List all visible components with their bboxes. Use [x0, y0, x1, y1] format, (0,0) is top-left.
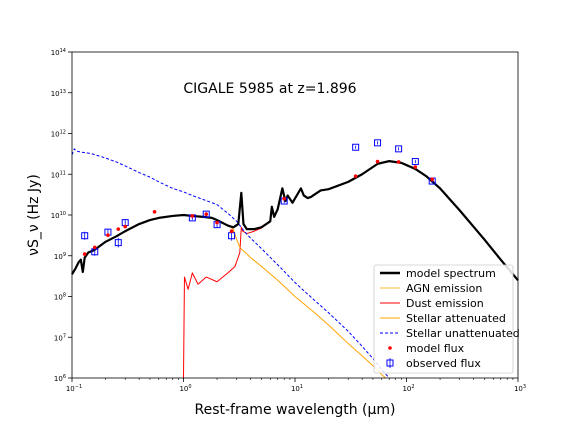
tick-label: 103: [514, 384, 526, 393]
legend-entry-model-spectrum: model spectrum: [380, 267, 496, 280]
model-flux-point: [190, 214, 195, 218]
observed-flux-point: [374, 139, 382, 147]
model-flux-point: [82, 252, 87, 256]
legend: model spectrum AGN emission Dust emission S…: [373, 264, 520, 374]
tick-label: 108: [54, 293, 66, 302]
ticks-layer: 10−1 100 101 102 103 106 107 108 109 1010 1011 1012…: [51, 48, 526, 393]
points-layer: [81, 139, 436, 256]
model-flux-point: [282, 196, 286, 201]
model-flux-point: [204, 212, 209, 216]
model-flux-point: [116, 227, 121, 231]
model-flux-point: [353, 174, 358, 178]
legend-label: model spectrum: [406, 267, 496, 280]
legend-label: observed flux: [406, 357, 481, 370]
observed-flux-point: [352, 143, 360, 151]
tick-label: 101: [291, 384, 303, 393]
legend-label: model flux: [406, 342, 465, 355]
tick-label: 1011: [51, 170, 66, 179]
model-flux-point: [92, 245, 97, 250]
observed-flux-point: [114, 237, 122, 248]
legend-entry-model-flux: model flux: [388, 342, 465, 355]
legend-box: [373, 264, 514, 374]
legend-label: Stellar attenuated: [406, 312, 506, 325]
tick-label: 1013: [51, 89, 66, 98]
series-line-model-spectrum: [71, 160, 519, 281]
legend-label: Dust emission: [406, 297, 484, 310]
legend-label: Stellar unattenuated: [406, 327, 520, 340]
tick-label: 1014: [51, 48, 66, 57]
observed-flux-point: [395, 145, 403, 153]
tick-label: 107: [54, 333, 66, 342]
legend-entry-stellar-attenuated: Stellar attenuated: [380, 312, 506, 325]
model-flux-point: [215, 220, 219, 225]
tick-label: 106: [54, 374, 66, 383]
legend-entry-stellar-unattenuated: Stellar unattenuated: [380, 327, 520, 340]
legend-entry-agn-emission: AGN emission: [380, 282, 482, 295]
model-flux-point: [430, 177, 434, 182]
y-axis-label: νS_ν (Hz Jy): [26, 174, 42, 256]
observed-flux-point: [81, 231, 89, 240]
tick-label: 1010: [51, 211, 66, 220]
model-flux-point: [152, 209, 157, 214]
legend-entries: model spectrum AGN emission Dust emission S…: [380, 267, 520, 370]
model-flux-point: [396, 160, 401, 164]
legend-entry-observed-flux: observed flux: [386, 357, 481, 370]
series-line-stellar-unattenuated: [71, 148, 390, 379]
model-flux-point: [375, 159, 380, 164]
model-flux-point: [413, 165, 418, 169]
observed-flux-point: [411, 158, 419, 166]
model-flux-point: [123, 224, 127, 229]
tick-label: 10−1: [66, 384, 82, 393]
tick-label: 102: [402, 384, 414, 393]
legend-entry-dust-emission: Dust emission: [380, 297, 484, 310]
legend-label: AGN emission: [406, 282, 482, 295]
tick-label: 1012: [51, 130, 66, 139]
chart-title: CIGALE 5985 at z=1.896: [183, 81, 356, 97]
tick-label: 109: [54, 252, 66, 261]
x-axis-label: Rest-frame wavelength (μm): [195, 402, 396, 418]
model-flux-point: [229, 229, 234, 234]
tick-label: 100: [179, 384, 191, 393]
model-flux-point: [106, 233, 110, 237]
